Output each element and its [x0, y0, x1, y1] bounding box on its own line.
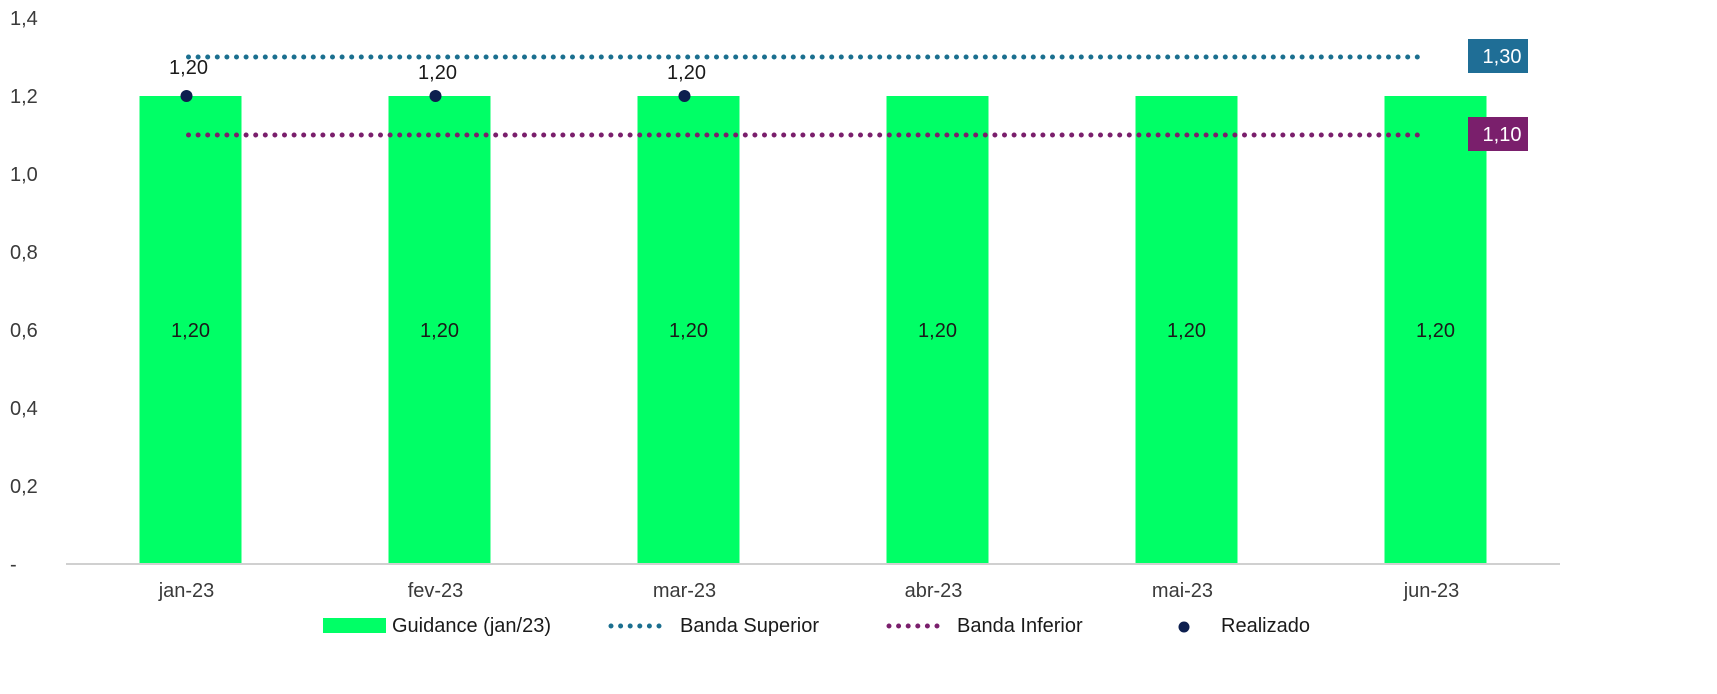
y-axis: - 0,2 0,4 0,6 0,8 1,0 1,2 1,4 — [10, 8, 38, 576]
legend-swatch-guidance — [323, 618, 386, 633]
bar-mai-23 — [1135, 96, 1238, 564]
bars-layer — [139, 96, 1487, 564]
bar-abr-23 — [886, 96, 989, 564]
x-tick-label: mar-23 — [653, 580, 716, 602]
legend-swatch-realizado — [1178, 621, 1190, 633]
bar-value-label: 1,20 — [918, 320, 957, 342]
bar-value-label: 1,20 — [420, 320, 459, 342]
bar-value-label: 1,20 — [1416, 320, 1455, 342]
realizado-point — [180, 90, 193, 102]
bands-layer: 1,30 1,10 — [186, 39, 1528, 151]
bar-value-label: 1,20 — [669, 320, 708, 342]
banda-superior-end-tag — [1468, 39, 1528, 73]
bar-value-label: 1,20 — [1167, 320, 1206, 342]
legend-label-guidance: Guidance (jan/23) — [392, 615, 551, 637]
legend-label-realizado: Realizado — [1221, 615, 1310, 637]
bar-jan-23 — [139, 96, 242, 564]
bar-jun-23 — [1384, 96, 1487, 564]
bar-value-label: 1,20 — [171, 320, 210, 342]
banda-superior-end-label: 1,30 — [1483, 46, 1522, 68]
y-tick-label: 0,2 — [10, 476, 38, 498]
realizado-point — [678, 90, 691, 102]
x-tick-label: jun-23 — [1403, 580, 1460, 602]
banda-inferior-end-tag — [1468, 117, 1528, 151]
banda-inferior-end-label: 1,10 — [1483, 124, 1522, 146]
realizado-value-label: 1,20 — [418, 62, 457, 84]
x-tick-label: mai-23 — [1152, 580, 1213, 602]
legend: Guidance (jan/23) Banda Superior Banda Inf… — [323, 615, 1310, 637]
realizado-point — [429, 90, 442, 102]
x-tick-label: jan-23 — [158, 580, 215, 602]
legend-label-banda-inferior: Banda Inferior — [957, 615, 1083, 637]
y-tick-label: 0,4 — [10, 398, 38, 420]
y-tick-label: 0,8 — [10, 242, 38, 264]
realizado-value-label: 1,20 — [667, 62, 706, 84]
y-tick-label: 1,4 — [10, 8, 38, 30]
bar-fev-23 — [388, 96, 491, 564]
bar-labels-layer: 1,20 1,20 1,20 1,20 1,20 1,20 — [171, 320, 1455, 342]
points-layer: 1,20 1,20 1,20 — [169, 57, 706, 102]
y-tick-label: 1,0 — [10, 164, 38, 186]
x-tick-label: abr-23 — [905, 580, 963, 602]
bar-mar-23 — [637, 96, 740, 564]
realizado-value-label: 1,20 — [169, 57, 208, 79]
y-tick-label: 1,2 — [10, 86, 38, 108]
legend-label-banda-superior: Banda Superior — [680, 615, 819, 637]
y-tick-label: - — [10, 554, 17, 576]
x-axis: jan-23 fev-23 mar-23 abr-23 mai-23 jun-23 — [158, 580, 1460, 602]
y-tick-label: 0,6 — [10, 320, 38, 342]
x-tick-label: fev-23 — [408, 580, 464, 602]
